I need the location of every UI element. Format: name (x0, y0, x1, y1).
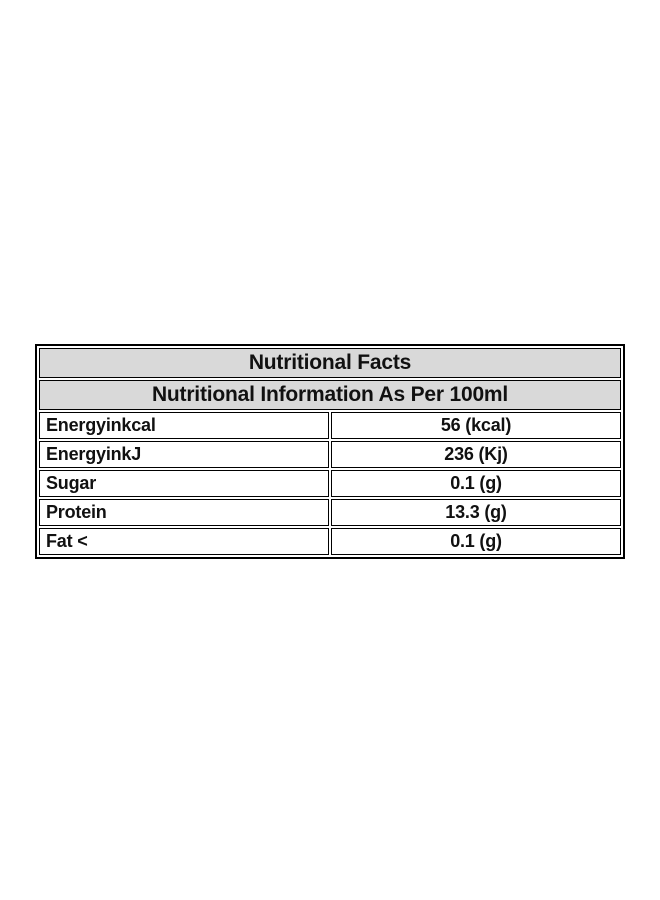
nutrient-value: 56 (kcal) (440, 415, 512, 435)
nutrient-value: 0.1 (g) (450, 473, 502, 493)
nutrient-label-cell: Protein (39, 499, 329, 526)
subtitle-row: Nutritional Information As Per 100ml (39, 380, 621, 410)
table-row: Fat < 0.1 (g) (39, 528, 621, 555)
nutrient-value-cell: 236 (Kj) (331, 441, 621, 468)
nutrient-label: Energyinkcal (46, 415, 156, 435)
nutrient-label-cell: EnergyinkJ (39, 441, 329, 468)
nutrient-label-cell: Sugar (39, 470, 329, 497)
nutrient-value-cell: 0.1 (g) (331, 528, 621, 555)
nutrient-label: Protein (46, 502, 107, 522)
nutrient-label-cell: Energyinkcal (39, 412, 329, 439)
nutrient-value: 236 (Kj) (444, 444, 508, 464)
table-row: Energyinkcal 56 (kcal) (39, 412, 621, 439)
nutrient-label-cell: Fat < (39, 528, 329, 555)
nutrition-facts-table: Nutritional Facts Nutritional Informatio… (35, 344, 625, 559)
nutrition-table-header: Nutritional Facts Nutritional Informatio… (39, 348, 621, 410)
nutrient-value-cell: 13.3 (g) (331, 499, 621, 526)
table-row: Protein 13.3 (g) (39, 499, 621, 526)
table-row: Sugar 0.1 (g) (39, 470, 621, 497)
table-row: EnergyinkJ 236 (Kj) (39, 441, 621, 468)
nutrient-label: Sugar (46, 473, 97, 493)
nutrient-value: 0.1 (g) (450, 531, 502, 551)
title-row: Nutritional Facts (39, 348, 621, 378)
nutrient-value: 13.3 (g) (445, 502, 507, 522)
nutrient-label: EnergyinkJ (46, 444, 142, 464)
nutrient-label: Fat < (46, 531, 88, 551)
table-subtitle: Nutritional Information As Per 100ml (39, 380, 621, 410)
table-title: Nutritional Facts (39, 348, 621, 378)
nutrition-facts-panel: Nutritional Facts Nutritional Informatio… (35, 344, 625, 559)
nutrition-rows: Energyinkcal 56 (kcal) EnergyinkJ 236 (K… (39, 412, 621, 555)
nutrient-value-cell: 0.1 (g) (331, 470, 621, 497)
nutrient-value-cell: 56 (kcal) (331, 412, 621, 439)
